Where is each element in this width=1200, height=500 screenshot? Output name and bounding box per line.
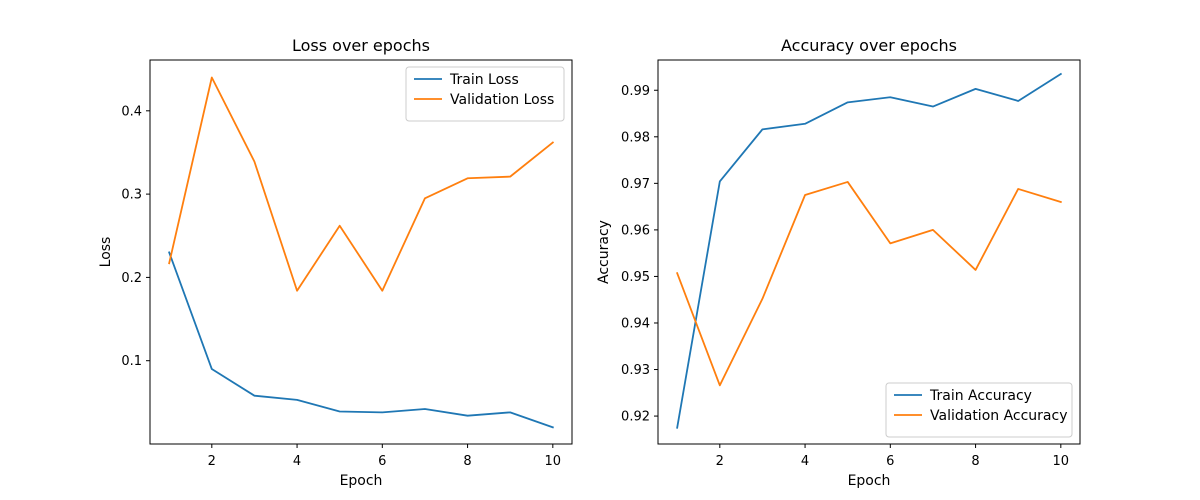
chart-1-x-axis-label: Epoch (340, 473, 383, 489)
chart-1-x-tick-label: 10 (545, 454, 562, 469)
chart-1-title: Loss over epochs (292, 36, 430, 55)
chart-2-y-tick-label: 0.94 (621, 316, 650, 331)
chart-1-series-line-1 (168, 251, 554, 429)
chart-1-y-tick-label: 0.4 (121, 104, 142, 119)
chart-2-x-tick-label: 2 (716, 454, 724, 469)
chart-1-plot-frame (149, 59, 573, 445)
chart-2-y-tick-label: 0.93 (621, 363, 650, 378)
chart-1-series-line-2 (168, 76, 555, 292)
chart-2: 2 4 6 8 10 0.92 0.93 0.94 0.95 0.96 0.97 0.98 0.99 Ac… (596, 36, 1081, 489)
chart-1-legend: Train Loss Validation Loss (405, 66, 565, 122)
chart-1-legend-label-2: Validation Loss (450, 92, 554, 108)
chart-2-series-line-2 (676, 181, 1062, 387)
chart-2-plot-frame (657, 59, 1081, 445)
chart-2-y-tick-label: 0.98 (621, 130, 650, 145)
chart-1-legend-box (405, 66, 565, 122)
chart-1-x-tick-label: 6 (378, 454, 386, 469)
chart-2-x-tick-label: 4 (801, 454, 809, 469)
chart-1-legend-label-1: Train Loss (449, 72, 519, 88)
chart-1-y-tick-label: 0.1 (121, 354, 142, 369)
chart-2-x-tick-label: 8 (971, 454, 979, 469)
chart-2-y-tick-label: 0.95 (621, 270, 650, 285)
chart-1-y-tick-label: 0.3 (121, 188, 142, 203)
chart-2-y-axis-label: Accuracy (596, 220, 612, 284)
chart-2-legend: Train Accuracy Validation Accuracy (885, 382, 1073, 438)
chart-2-legend-box (885, 382, 1073, 438)
chart-2-x-axis-label: Epoch (848, 473, 891, 489)
chart-2-y-tick-label: 0.92 (621, 410, 650, 425)
chart-2-y-tick-label: 0.96 (621, 223, 650, 238)
chart-1: 2 4 6 8 10 0.1 0.2 0.3 0.4 Loss over epochs Epoch L… (98, 36, 573, 489)
chart-1-x-tick-label: 8 (463, 454, 471, 469)
chart-1-y-tick-label: 0.2 (121, 271, 142, 286)
chart-2-x-tick-label: 10 (1053, 454, 1070, 469)
chart-2-series-line-1 (676, 72, 1063, 429)
chart-1-x-tick-label: 2 (208, 454, 216, 469)
chart-2-title: Accuracy over epochs (781, 36, 957, 55)
chart-2-legend-label-2: Validation Accuracy (930, 408, 1068, 424)
chart-1-x-tick-label: 4 (293, 454, 301, 469)
chart-2-x-tick-label: 6 (886, 454, 894, 469)
chart-2-y-tick-label: 0.99 (621, 84, 650, 99)
chart-1-y-axis-label: Loss (98, 237, 114, 268)
chart-2-y-tick-label: 0.97 (621, 177, 650, 192)
chart-2-legend-label-1: Train Accuracy (929, 388, 1032, 404)
